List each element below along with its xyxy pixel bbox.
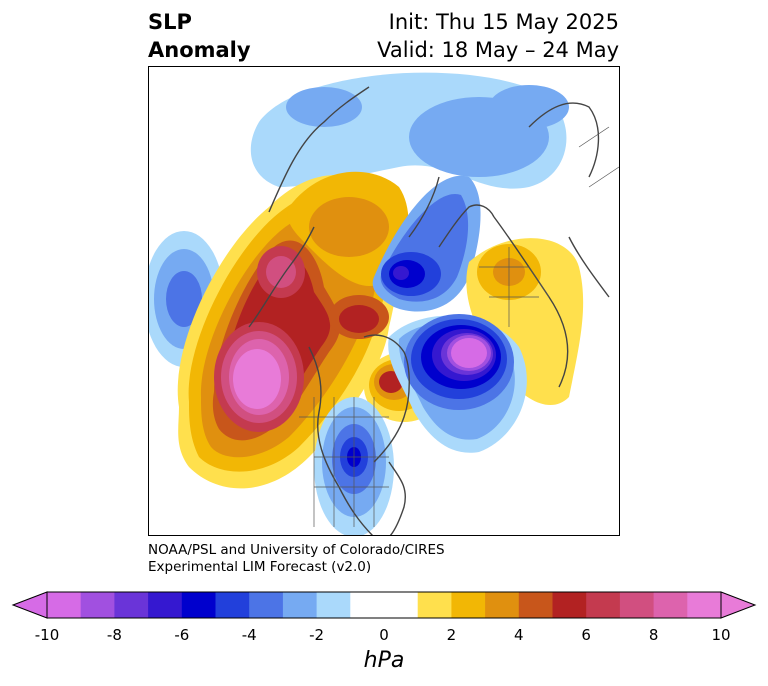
colorbar-bin-12 xyxy=(485,592,520,618)
colorbar-tick-label: -8 xyxy=(106,626,122,644)
forecast-dates: Init: Thu 15 May 2025 Valid: 18 May – 24… xyxy=(377,8,619,64)
colorbar-bin-1 xyxy=(80,592,115,618)
colorbar-bins xyxy=(47,592,722,618)
colorbar-bin-7 xyxy=(282,592,318,618)
title-line-2: Anomaly xyxy=(148,38,251,62)
map-title: SLP Anomaly xyxy=(148,8,251,64)
colorbar-tick-label: 2 xyxy=(446,626,457,644)
arctic-negative-fringe xyxy=(250,72,569,189)
colorbar-bin-17 xyxy=(653,592,688,618)
credit-text: NOAA/PSL and University of Colorado/CIRE… xyxy=(148,542,445,576)
colorbar-tick-label: 6 xyxy=(581,626,591,644)
init-date: Init: Thu 15 May 2025 xyxy=(388,10,619,34)
colorbar-tick-label: -6 xyxy=(174,626,190,644)
valid-range: Valid: 18 May – 24 May xyxy=(377,38,619,62)
colorbar-bin-4 xyxy=(181,592,216,618)
colorbar-tick-label: 0 xyxy=(379,626,389,644)
colorbar-tick-label: 4 xyxy=(514,626,524,644)
colorbar-extend-low xyxy=(11,591,48,619)
colorbar-bin-10 xyxy=(417,592,452,618)
colorbar-tick-label: -4 xyxy=(241,626,257,644)
political-borders xyxy=(299,126,619,527)
title-line-1: SLP xyxy=(148,10,192,34)
colorbar-bin-5 xyxy=(215,592,250,618)
colorbar-bin-9 xyxy=(350,592,419,618)
arctic-low xyxy=(372,175,481,312)
colorbar-bin-14 xyxy=(552,592,587,618)
colorbar-bin-11 xyxy=(451,592,486,618)
colorbar xyxy=(11,591,757,619)
colorbar-tick-label: -2 xyxy=(309,626,325,644)
credit-line-2: Experimental LIM Forecast (v2.0) xyxy=(148,559,372,575)
colorbar-outline xyxy=(46,591,722,619)
colorbar-bin-16 xyxy=(619,592,655,618)
colorbar-bin-6 xyxy=(249,592,284,618)
canada-high xyxy=(287,171,409,339)
colorbar-bin-0 xyxy=(47,592,82,618)
colorbar-tick-label: -10 xyxy=(34,626,60,644)
colorbar-bin-18 xyxy=(687,592,722,618)
colorbar-bin-15 xyxy=(586,592,621,618)
colorbar-tick-labels: -10 -8 -6 -4 -2 0 2 4 6 8 10 xyxy=(0,626,768,646)
colorbar-bin-3 xyxy=(148,592,183,618)
credit-line-1: NOAA/PSL and University of Colorado/CIRE… xyxy=(148,542,445,558)
colorbar-extend-high xyxy=(720,591,757,619)
coastlines xyxy=(248,86,610,535)
map-canvas xyxy=(149,72,619,535)
colorbar-tick-label: 10 xyxy=(711,626,731,644)
anomaly-map xyxy=(148,66,620,536)
atlantic-low xyxy=(388,314,527,453)
colorbar-bin-8 xyxy=(316,592,351,618)
colorbar-unit: hPa xyxy=(363,648,405,673)
colorbar-bin-2 xyxy=(114,592,149,618)
colorbar-tick-label: 8 xyxy=(648,626,659,644)
colorbar-bin-13 xyxy=(518,592,553,618)
